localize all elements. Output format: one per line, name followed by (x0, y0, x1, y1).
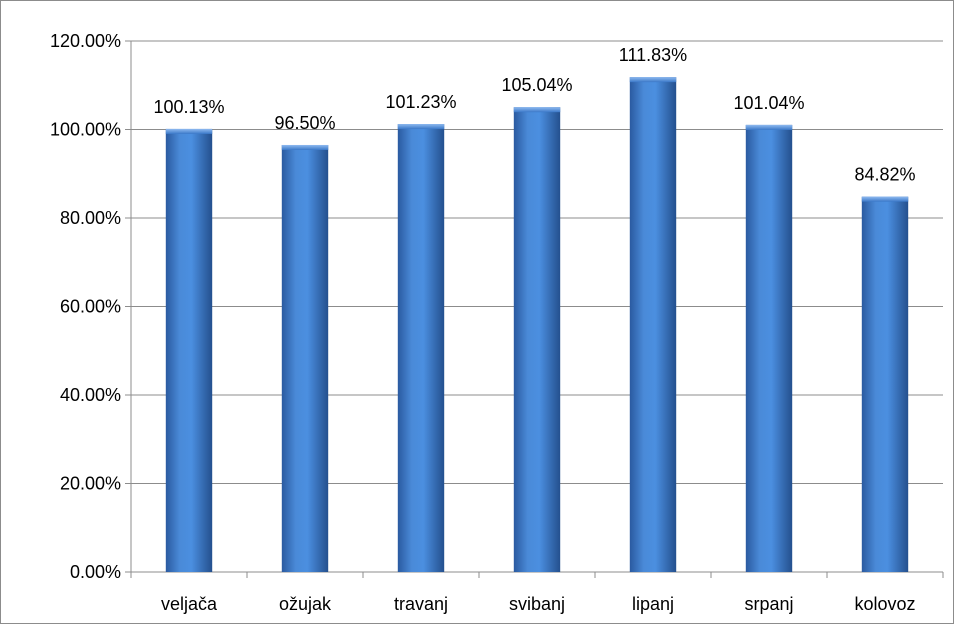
x-category-label: travanj (394, 594, 448, 614)
bar-top-highlight (513, 107, 561, 113)
data-label: 96.50% (274, 113, 335, 133)
y-tick-label: 120.00% (50, 31, 121, 51)
y-tick-label: 60.00% (60, 297, 121, 317)
bar-top-highlight (629, 77, 677, 83)
x-category-label: ožujak (279, 594, 332, 614)
x-category-label: kolovoz (854, 594, 915, 614)
x-category-label: svibanj (509, 594, 565, 614)
bar (397, 124, 445, 572)
data-label: 84.82% (854, 165, 915, 185)
bar (513, 107, 561, 572)
data-label: 100.13% (153, 97, 224, 117)
y-tick-label: 80.00% (60, 208, 121, 228)
data-label: 105.04% (501, 75, 572, 95)
bar-top-highlight (165, 128, 213, 134)
bar-top-highlight (397, 124, 445, 130)
y-tick-label: 100.00% (50, 120, 121, 140)
data-label: 101.23% (385, 92, 456, 112)
x-category-label: lipanj (632, 594, 674, 614)
bar (629, 77, 677, 572)
bar (281, 144, 329, 573)
y-tick-label: 0.00% (70, 562, 121, 582)
bar (745, 124, 793, 572)
bar-top-highlight (861, 196, 909, 202)
data-label: 101.04% (733, 93, 804, 113)
labels: 0.00% 20.00% 40.00% 60.00% 80.00% 100.00% 120.… (50, 31, 916, 614)
data-label: 111.83% (619, 45, 687, 65)
bar-top-highlight (281, 144, 329, 150)
x-category-label: srpanj (744, 594, 793, 614)
bar-top-highlight (745, 124, 793, 130)
y-tick-label: 20.00% (60, 474, 121, 494)
bar (165, 128, 213, 572)
bars (165, 77, 909, 573)
bar (861, 196, 909, 572)
y-tick-label: 40.00% (60, 385, 121, 405)
x-category-label: veljača (161, 594, 218, 614)
